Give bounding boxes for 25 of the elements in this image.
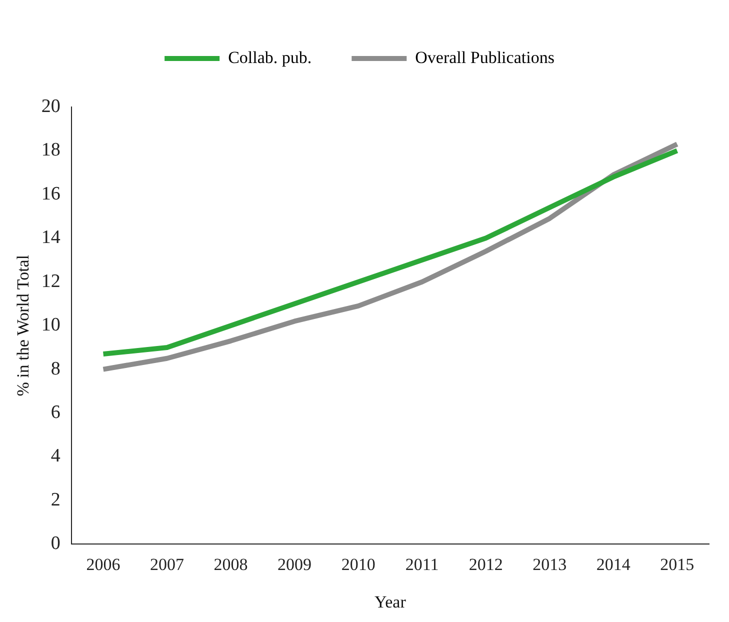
x-tick-label: 2015	[660, 554, 694, 574]
x-tick-label: 2012	[468, 554, 503, 574]
x-tick-label: 2011	[405, 554, 439, 574]
y-tick-label: 6	[50, 402, 60, 424]
y-tick-label: 4	[50, 446, 61, 467]
legend-label: Collab. pub.	[228, 48, 312, 67]
y-tick-label: 0	[50, 533, 60, 554]
x-tick-label: 2009	[278, 554, 312, 574]
y-axis-title: % in the World Total	[14, 254, 33, 396]
y-tick-label: 12	[41, 270, 60, 292]
x-axis-title: Year	[374, 592, 406, 612]
y-tick-label: 2	[50, 489, 60, 510]
x-tick-label: 2008	[214, 554, 248, 574]
y-tick-label: 16	[41, 183, 60, 204]
x-tick-label: 2007	[150, 554, 185, 574]
x-tick-label: 2010	[341, 554, 376, 574]
x-tick-label: 2014	[596, 554, 631, 574]
legend-label: Overall Publications	[415, 48, 554, 67]
y-tick-label: 18	[41, 140, 60, 161]
y-tick-label: 14	[41, 227, 61, 248]
x-tick-label: 2006	[86, 554, 120, 574]
x-tick-label: 2013	[532, 554, 567, 574]
y-tick-label: 8	[50, 358, 60, 380]
y-tick-label: 10	[41, 314, 60, 336]
y-tick-label: 20	[41, 96, 60, 117]
